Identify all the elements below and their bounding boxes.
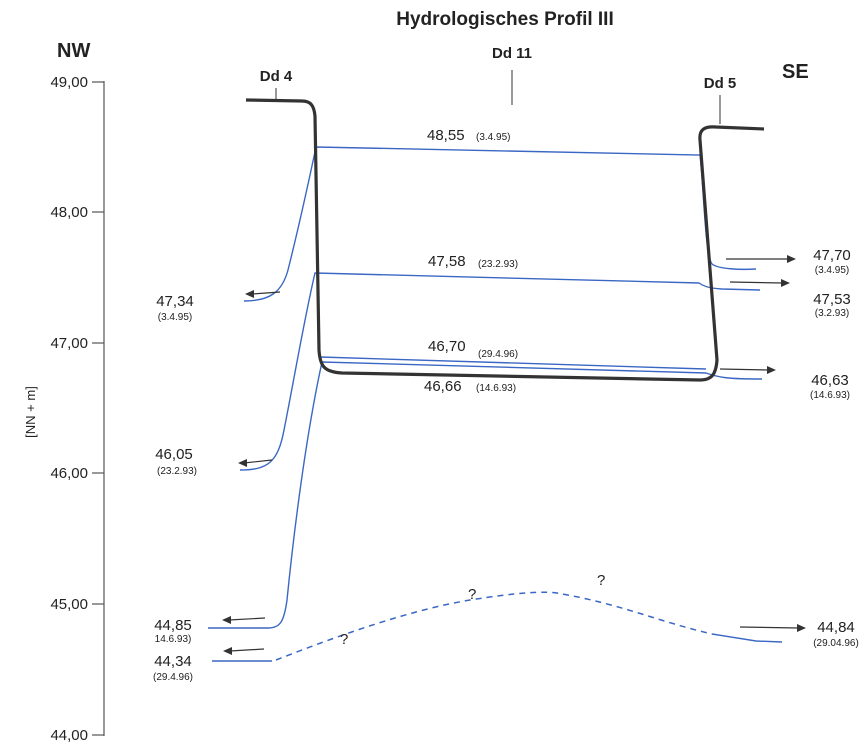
y-axis-ticks: 49,00 48,00 47,00 46,00 45,00 44,00: [50, 74, 104, 744]
water-line-46-70: [319, 356, 707, 370]
flow-arrow-head: [238, 459, 247, 467]
question-mark: ?: [468, 586, 476, 603]
level-date: (14.6.93): [476, 383, 516, 394]
right-level-labels: 47,70 (3.4.95) 47,53 (3.2.93) 46,63 (14.…: [810, 247, 859, 649]
level-value: 47,58: [428, 253, 466, 270]
level-date: 14.6.93): [155, 634, 192, 645]
direction-se: SE: [782, 61, 809, 83]
level-value: 46,66: [424, 378, 462, 395]
level-date: (14.6.93): [810, 390, 850, 401]
level-value: 46,63: [811, 372, 849, 389]
flow-arrows: [222, 255, 806, 655]
flow-arrow-head: [767, 366, 776, 374]
flow-arrow-left: [228, 617, 266, 621]
level-date: (29.4.96): [153, 672, 193, 683]
flow-arrow-head: [245, 290, 254, 298]
y-axis-label: [NN + m]: [23, 386, 38, 438]
level-value: 44,85: [154, 617, 192, 634]
y-tick-label: 46,00: [50, 465, 88, 482]
flow-arrow-right: [739, 626, 799, 629]
level-date: (23.2.93): [157, 466, 197, 477]
direction-nw: NW: [57, 40, 90, 62]
center-level-labels: 48,55 (3.4.95) 47,58 (23.2.93) 46,70 (29…: [424, 127, 518, 395]
y-tick-label: 44,00: [50, 727, 88, 744]
level-value: 47,53: [813, 291, 851, 308]
well-dd11-label: Dd 11: [492, 45, 532, 62]
y-tick-label: 49,00: [50, 74, 88, 91]
level-date: (3.4.95): [158, 312, 192, 323]
level-date: (23.2.93): [478, 259, 518, 270]
level-value: 46,70: [428, 338, 466, 355]
flow-arrow-head: [223, 647, 232, 655]
flow-arrow-right: [729, 281, 783, 284]
flow-arrow-head: [797, 624, 806, 632]
level-date: (29.4.96): [478, 349, 518, 360]
water-table-lines: [208, 146, 783, 662]
level-date: (3.4.95): [476, 132, 510, 143]
well-dd4-label: Dd 4: [260, 68, 293, 85]
flow-arrow-head: [781, 279, 790, 287]
uncertainty-markers: ? ? ?: [340, 572, 605, 648]
flow-arrow-head: [222, 616, 231, 624]
ground-surface-profile: [245, 98, 765, 382]
flow-arrow-head: [787, 255, 796, 263]
water-line-uncertain: [275, 591, 713, 661]
figure-title: Hydrologisches Profil III: [396, 9, 614, 30]
level-value: 48,55: [427, 127, 465, 144]
level-date: (3.2.93): [815, 308, 849, 319]
left-level-labels: 47,34 (3.4.95) 46,05 (23.2.93) 44,85 14.…: [153, 293, 197, 683]
question-mark: ?: [340, 631, 348, 648]
level-value: 46,05: [155, 446, 193, 463]
y-tick-label: 47,00: [50, 335, 88, 352]
flow-arrow-left: [229, 648, 265, 652]
level-value: 47,34: [156, 293, 194, 310]
y-tick-label: 45,00: [50, 596, 88, 613]
flow-arrow-right: [719, 368, 769, 371]
level-value: 47,70: [813, 247, 851, 264]
water-line-47-58: [239, 272, 761, 471]
level-date: (3.4.95): [815, 265, 849, 276]
water-line-44-84-right: [711, 633, 783, 643]
level-value: 44,84: [817, 619, 855, 636]
flow-arrow-left: [243, 459, 273, 464]
well-dd5-label: Dd 5: [704, 75, 737, 92]
water-line-46-66: [208, 361, 763, 629]
level-value: 44,34: [154, 653, 192, 670]
flow-arrow-left: [251, 291, 281, 295]
y-tick-label: 48,00: [50, 204, 88, 221]
question-mark: ?: [597, 572, 605, 589]
level-date: (29.04.96): [813, 638, 859, 649]
